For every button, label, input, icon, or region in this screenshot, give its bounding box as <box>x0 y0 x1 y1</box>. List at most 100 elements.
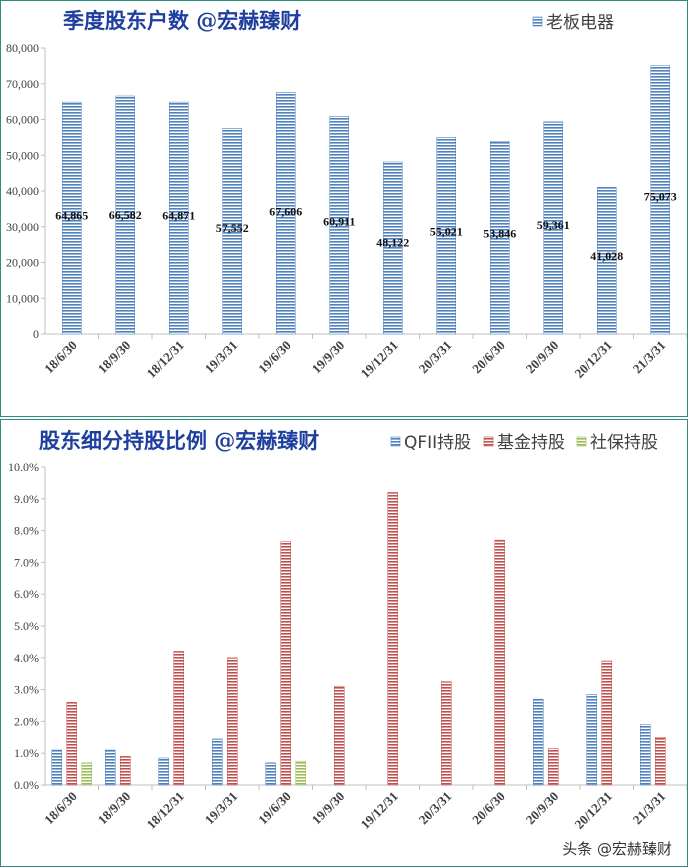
data-label: 55,021 <box>430 225 463 239</box>
x-tick-label: 20/12/31 <box>572 789 615 832</box>
bar-QFII持股-19/3/31 <box>212 738 223 786</box>
holding-ratio-chart: 股东细分持股比例 @宏赫臻财 QFII持股 基金持股 社保持股 0.0% 1.0% 2.0%… <box>8 428 687 832</box>
y-tick-label: 0 <box>33 327 39 341</box>
y-tick-label: 80,000 <box>6 41 39 55</box>
bar-基金持股-20/6/30 <box>494 539 505 786</box>
x-tick-label: 19/6/30 <box>255 789 294 828</box>
bar-基金持股-19/6/30 <box>280 541 291 786</box>
y-tick-label: 3.0% <box>14 683 39 697</box>
x-tick-label: 19/6/30 <box>255 338 294 377</box>
y-tick-label: 60,000 <box>6 113 39 127</box>
bar-基金持股-18/12/31 <box>173 651 184 786</box>
x-tick-label: 18/6/30 <box>41 338 80 377</box>
x-tick-label: 20/6/30 <box>469 338 508 377</box>
y-tick-label: 70,000 <box>6 77 39 91</box>
x-tick-label: 18/12/31 <box>144 338 187 381</box>
holding-ratio-chart-panel: 股东细分持股比例 @宏赫臻财 QFII持股 基金持股 社保持股 0.0% 1.0% 2.0%… <box>0 419 688 867</box>
bar-基金持股-19/12/31 <box>387 492 398 786</box>
bar-基金持股-20/12/31 <box>601 660 612 786</box>
x-tick-label: 19/9/30 <box>309 789 348 828</box>
watermark-text: 头条 @宏赫臻财 <box>562 840 672 858</box>
bar-QFII持股-20/9/30 <box>533 698 544 786</box>
x-tick-label: 20/9/30 <box>523 338 562 377</box>
bar-老板电器-19/9/30 <box>329 115 349 335</box>
bar-老板电器-19/3/31 <box>222 128 242 335</box>
x-tick-label: 19/9/30 <box>309 338 348 377</box>
bar-老板电器-20/3/31 <box>436 137 456 335</box>
bar-老板电器-20/9/30 <box>543 121 563 335</box>
y-tick-label: 50,000 <box>6 148 39 162</box>
bar-基金持股-18/6/30 <box>66 702 77 786</box>
legend-label-2: 基金持股 <box>497 433 565 453</box>
data-label: 75,073 <box>644 189 677 203</box>
x-tick-label: 20/6/30 <box>469 789 508 828</box>
data-label: 66,582 <box>109 208 142 222</box>
y-tick-label: 2.0% <box>14 714 39 728</box>
y-tick-label: 5.0% <box>14 619 39 633</box>
bar-老板电器-19/6/30 <box>276 92 296 335</box>
bar-QFII持股-20/12/31 <box>586 694 597 786</box>
legend-label-1: QFII持股 <box>404 433 471 453</box>
bar-老板电器-18/9/30 <box>115 95 135 335</box>
y-tick-label: 0.0% <box>14 778 39 792</box>
data-label: 53,846 <box>483 226 516 240</box>
x-tick-label: 21/3/31 <box>630 338 669 377</box>
data-label: 41,028 <box>590 249 623 263</box>
shareholder-count-chart-panel: 季度股东户数 @宏赫臻财 老板电器 0 10,000 20,000 30,000 40,00… <box>0 0 688 417</box>
data-label: 59,361 <box>537 218 570 232</box>
legend-swatch-1 <box>390 436 401 447</box>
x-tick-label: 20/12/31 <box>572 338 615 381</box>
y-tick-label: 4.0% <box>14 651 39 665</box>
bar-QFII持股-18/12/31 <box>158 757 169 786</box>
bar-老板电器-20/6/30 <box>490 141 510 335</box>
legend-swatch-2 <box>483 436 494 447</box>
data-label: 64,865 <box>55 209 88 223</box>
x-tick-label: 19/12/31 <box>358 338 401 381</box>
data-label: 48,122 <box>376 235 409 249</box>
y-tick-label: 7.0% <box>14 555 39 569</box>
x-tick-label: 19/3/31 <box>202 338 241 377</box>
x-tick-label: 20/9/30 <box>523 789 562 828</box>
data-label: 67,606 <box>269 204 302 218</box>
legend-swatch-1 <box>532 16 543 27</box>
x-tick-label: 18/6/30 <box>41 789 80 828</box>
bar-社保持股-19/6/30 <box>295 760 306 786</box>
bar-基金持股-20/3/31 <box>441 681 452 786</box>
bar-老板电器-21/3/31 <box>650 65 670 335</box>
bar-QFII持股-18/9/30 <box>105 749 116 786</box>
bar-老板电器-20/12/31 <box>597 187 617 335</box>
y-tick-label: 20,000 <box>6 256 39 270</box>
x-tick-label: 19/3/31 <box>202 789 241 828</box>
y-tick-label: 30,000 <box>6 220 39 234</box>
bar-QFII持股-18/6/30 <box>51 749 62 786</box>
bar-老板电器-19/12/31 <box>383 161 403 335</box>
bar-老板电器-18/12/31 <box>169 101 189 335</box>
bar-老板电器-18/6/30 <box>62 101 82 335</box>
shareholder-count-chart: 季度股东户数 @宏赫臻财 老板电器 0 10,000 20,000 30,000 40,00… <box>6 8 687 381</box>
x-tick-label: 21/3/31 <box>630 789 669 828</box>
y-tick-label: 8.0% <box>14 524 39 538</box>
x-tick-label: 19/12/31 <box>358 789 401 832</box>
y-tick-label: 10,000 <box>6 291 39 305</box>
data-label: 60,911 <box>323 215 355 229</box>
data-label: 64,871 <box>162 209 195 223</box>
y-tick-label: 10.0% <box>8 460 39 474</box>
data-label: 57,552 <box>216 221 249 235</box>
bar-社保持股-18/6/30 <box>81 762 92 786</box>
legend-label-1: 老板电器 <box>546 13 614 33</box>
legend-swatch-3 <box>576 436 587 447</box>
bar-基金持股-19/3/31 <box>227 657 238 786</box>
bar-基金持股-19/9/30 <box>334 686 345 786</box>
bar-基金持股-18/9/30 <box>120 756 131 786</box>
x-tick-label: 18/12/31 <box>144 789 187 832</box>
y-tick-label: 40,000 <box>6 184 39 198</box>
legend-label-3: 社保持股 <box>590 433 658 453</box>
x-tick-label: 20/3/31 <box>416 789 455 828</box>
bar-基金持股-21/3/31 <box>655 737 666 786</box>
x-tick-label: 20/3/31 <box>416 338 455 377</box>
bar-QFII持股-21/3/31 <box>640 724 651 786</box>
bar-QFII持股-19/6/30 <box>265 762 276 786</box>
y-tick-label: 6.0% <box>14 587 39 601</box>
y-tick-label: 9.0% <box>14 492 39 506</box>
chart-title: 股东细分持股比例 @宏赫臻财 <box>39 428 319 453</box>
